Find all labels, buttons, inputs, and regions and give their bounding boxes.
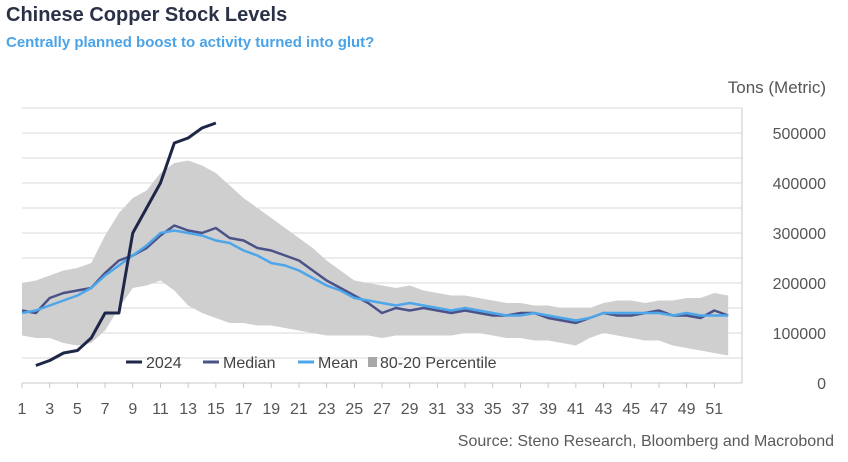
x-tick-label: 15 bbox=[207, 401, 225, 418]
legend-label-mean: Mean bbox=[318, 355, 358, 372]
x-tick-label: 35 bbox=[484, 401, 502, 418]
legend: 2024 Median Mean 80-20 Percentile bbox=[126, 355, 497, 372]
chart-title: Chinese Copper Stock Levels bbox=[6, 4, 288, 26]
y-tick-label: 400000 bbox=[773, 176, 826, 193]
x-tick-label: 43 bbox=[595, 401, 613, 418]
source-note: Source: Steno Research, Bloomberg and Ma… bbox=[457, 433, 834, 450]
legend-label-2024: 2024 bbox=[146, 355, 182, 372]
x-tick-label: 3 bbox=[45, 401, 54, 418]
legend-label-median: Median bbox=[223, 355, 275, 372]
x-tick-label: 41 bbox=[567, 401, 585, 418]
y-tick-label: 300000 bbox=[773, 226, 826, 243]
legend-label-percentile: 80-20 Percentile bbox=[380, 355, 497, 372]
x-tick-label: 19 bbox=[262, 401, 280, 418]
legend-swatch-percentile bbox=[368, 357, 377, 367]
series-mean-line bbox=[21, 229, 729, 322]
y-axis-ticks: 0 100000 200000 300000 400000 500000 bbox=[773, 126, 826, 393]
x-tick-label: 37 bbox=[512, 401, 530, 418]
x-tick-label: 17 bbox=[235, 401, 253, 418]
x-tick-label: 25 bbox=[345, 401, 363, 418]
x-tick-label: 13 bbox=[179, 401, 197, 418]
series-2024-line bbox=[35, 121, 217, 367]
y-axis-label: Tons (Metric) bbox=[728, 78, 826, 97]
x-tick-label: 9 bbox=[128, 401, 137, 418]
y-tick-label: 0 bbox=[817, 376, 826, 393]
x-tick-label: 27 bbox=[373, 401, 391, 418]
x-tick-label: 1 bbox=[18, 401, 27, 418]
x-tick-label: 29 bbox=[401, 401, 419, 418]
x-tick-label: 47 bbox=[650, 401, 668, 418]
y-tick-label: 100000 bbox=[773, 326, 826, 343]
x-tick-label: 33 bbox=[456, 401, 474, 418]
x-tick-label: 31 bbox=[428, 401, 446, 418]
percentile-band bbox=[22, 160, 729, 356]
x-tick-label: 23 bbox=[318, 401, 336, 418]
x-tick-label: 5 bbox=[73, 401, 82, 418]
chart-subtitle: Centrally planned boost to activity turn… bbox=[6, 34, 375, 51]
x-tick-label: 7 bbox=[101, 401, 110, 418]
x-tick-label: 51 bbox=[705, 401, 723, 418]
x-axis-ticks: 1 3 5 7 9 11 13 15 17 19 21 23 25 27 29 31 33 35 37 39 41 43 4… bbox=[18, 383, 723, 418]
x-tick-label: 39 bbox=[539, 401, 557, 418]
x-tick-label: 21 bbox=[290, 401, 308, 418]
x-tick-label: 49 bbox=[678, 401, 696, 418]
y-tick-label: 500000 bbox=[773, 126, 826, 143]
x-tick-label: 45 bbox=[622, 401, 640, 418]
x-tick-label: 11 bbox=[152, 401, 169, 418]
y-tick-label: 200000 bbox=[773, 276, 826, 293]
